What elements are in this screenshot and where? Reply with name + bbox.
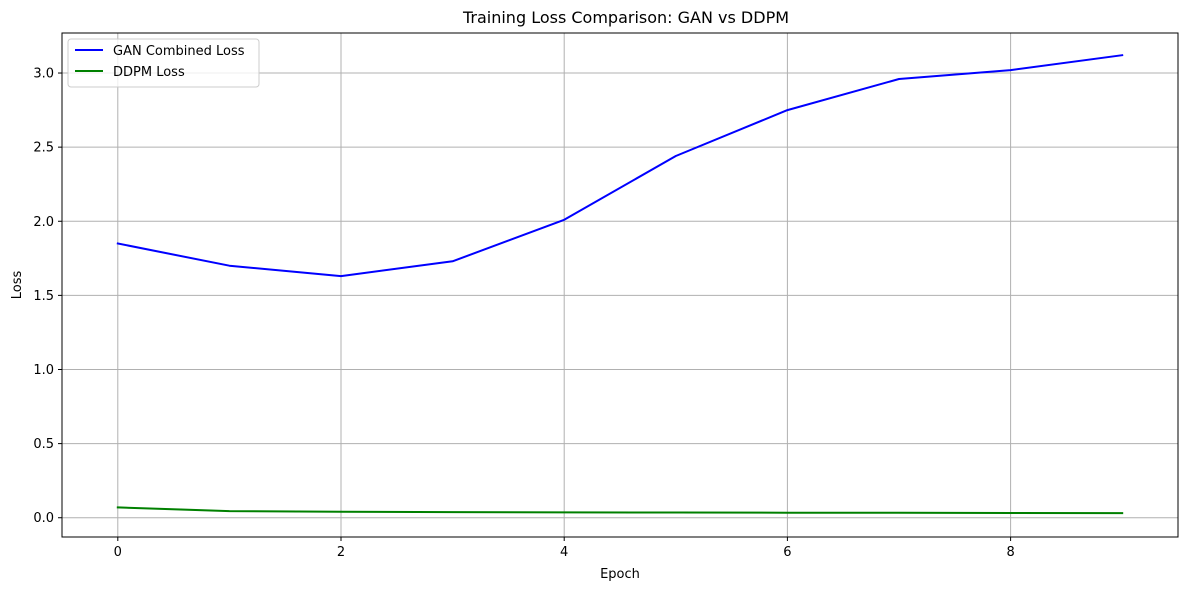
y-axis-label: Loss — [10, 271, 25, 300]
y-tick-label: 0.0 — [33, 511, 54, 526]
x-tick-label: 0 — [114, 545, 122, 560]
legend-label-gan: GAN Combined Loss — [113, 44, 245, 59]
x-tick-label: 2 — [337, 545, 345, 560]
x-tick-label: 8 — [1006, 545, 1014, 560]
y-tick-label: 2.0 — [33, 215, 54, 230]
series-lines — [116, 54, 1124, 515]
y-tick-label: 1.5 — [33, 289, 54, 304]
y-tick-label: 0.5 — [33, 437, 54, 452]
x-axis-label: Epoch — [600, 567, 640, 582]
y-tick-label: 1.0 — [33, 363, 54, 378]
grid-lines — [62, 33, 1178, 537]
axis-ticks: 0 2 4 6 8 0.0 0.5 1.0 1.5 2.0 2.5 3.0 — [33, 67, 1014, 560]
series-line-ddpm — [116, 506, 1124, 515]
series-line-gan — [116, 54, 1124, 278]
chart-title: Training Loss Comparison: GAN vs DDPM — [462, 8, 789, 27]
plot-frame — [61, 32, 1179, 538]
legend-box — [67, 38, 260, 88]
legend-label-ddpm: DDPM Loss — [113, 65, 185, 80]
y-tick-label: 2.5 — [33, 141, 54, 156]
x-tick-label: 6 — [783, 545, 791, 560]
legend: GAN Combined Loss DDPM Loss — [67, 38, 260, 88]
x-tick-label: 4 — [560, 545, 568, 560]
y-tick-label: 3.0 — [33, 67, 54, 82]
